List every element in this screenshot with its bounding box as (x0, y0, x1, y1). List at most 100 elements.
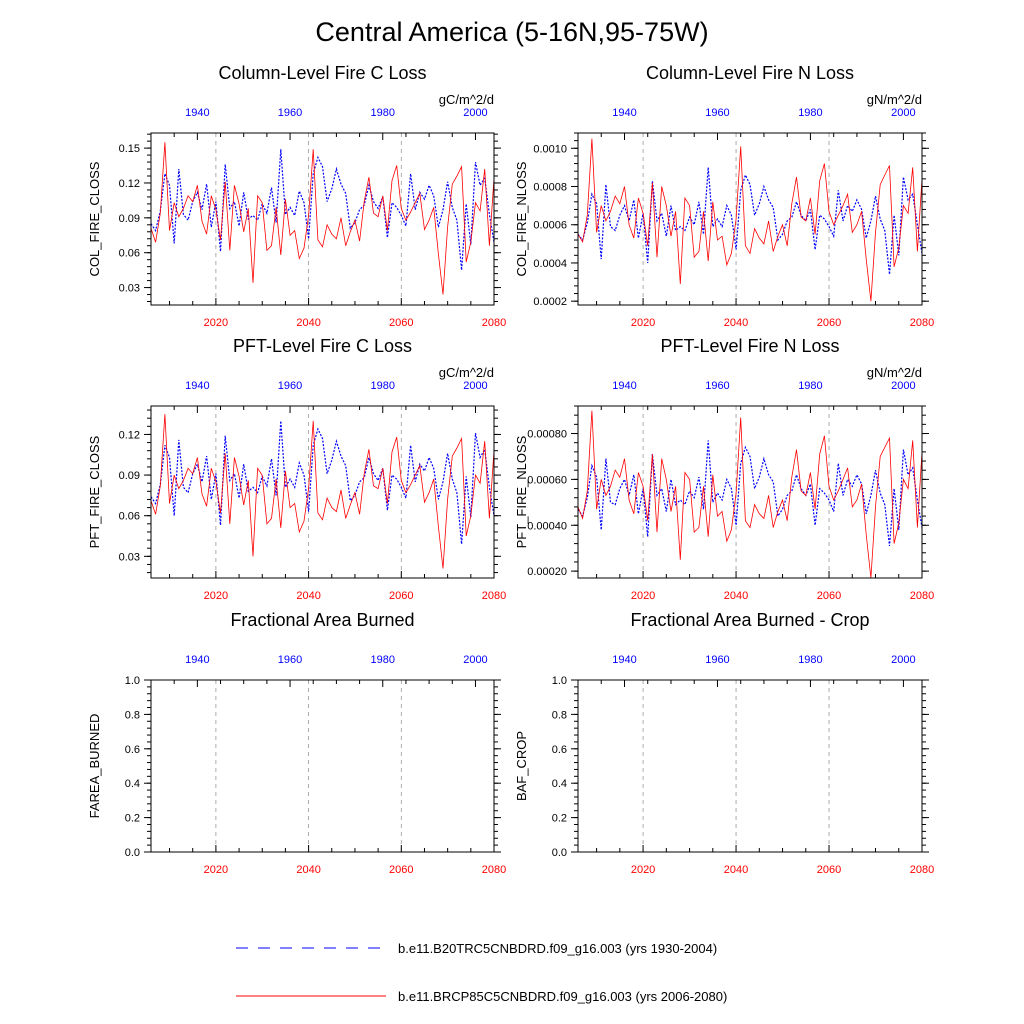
bottom-tick-label: 2020 (631, 864, 655, 876)
y-tick-label: 0.6 (552, 744, 567, 756)
y-tick-label: 0.00080 (527, 429, 567, 441)
y-tick-label: 0.0008 (533, 182, 567, 194)
top-tick-label: 1980 (798, 380, 822, 392)
y-tick-label: 0.15 (119, 143, 140, 155)
top-tick-label: 2000 (891, 654, 915, 666)
bottom-tick-label: 2040 (296, 317, 320, 329)
bottom-tick-label: 2080 (482, 317, 506, 329)
panel-units: gC/m^2/d (439, 92, 494, 107)
plot-frame (150, 132, 495, 306)
bottom-tick-label: 2080 (910, 317, 934, 329)
panel-units: gN/m^2/d (867, 365, 922, 380)
top-tick-label: 1940 (185, 107, 209, 119)
top-tick-label: 1940 (612, 380, 636, 392)
y-tick-label: 0.4 (125, 778, 140, 790)
bottom-tick-label: 2040 (296, 590, 320, 602)
top-tick-label: 1940 (612, 654, 636, 666)
bottom-tick-label: 2020 (204, 864, 228, 876)
series-line-future (577, 410, 923, 579)
panel-p4: PFT-Level Fire N Loss gN/m^2/d 0.00020 0.00… (514, 336, 934, 602)
legend-historical-label: b.e11.B20TRC5CNBDRD.f09_g16.003 (yrs 193… (398, 941, 717, 956)
bottom-tick-label: 2060 (817, 590, 841, 602)
series-line-future (577, 138, 923, 302)
panel-title: Fractional Area Burned - Crop (630, 610, 869, 630)
y-tick-label: 0.03 (119, 283, 140, 295)
top-tick-label: 1960 (278, 380, 302, 392)
bottom-tick-label: 2080 (482, 590, 506, 602)
y-axis-label: PFT_FIRE_CLOSS (87, 435, 102, 548)
y-tick-label: 0.12 (119, 429, 140, 441)
top-tick-label: 1960 (705, 654, 729, 666)
panel-p2: Column-Level Fire N Loss gN/m^2/d 0.0002 0.… (514, 63, 934, 329)
top-tick-label: 1960 (705, 107, 729, 119)
y-tick-label: 0.00040 (527, 520, 567, 532)
plot-frame (577, 679, 923, 853)
y-tick-label: 0.0004 (533, 258, 567, 270)
bottom-tick-label: 2020 (204, 590, 228, 602)
bottom-tick-label: 2060 (389, 590, 413, 602)
top-tick-label: 2000 (891, 380, 915, 392)
top-tick-label: 2000 (463, 107, 487, 119)
top-tick-label: 1980 (371, 380, 395, 392)
y-tick-label: 0.0 (125, 847, 140, 859)
y-tick-label: 0.0010 (533, 143, 567, 155)
y-tick-label: 0.8 (552, 709, 567, 721)
panels: Column-Level Fire C Loss gC/m^2/d 0.03 0.06… (87, 63, 934, 876)
series-line-future (150, 142, 495, 295)
y-tick-label: 0.03 (119, 551, 140, 563)
top-tick-label: 2000 (463, 380, 487, 392)
panel-title: Fractional Area Burned (230, 610, 414, 630)
bottom-tick-label: 2060 (389, 317, 413, 329)
panel-p3: PFT-Level Fire C Loss gC/m^2/d 0.03 0.06 0.0… (87, 336, 506, 602)
top-tick-label: 2000 (463, 654, 487, 666)
y-tick-label: 0.12 (119, 178, 140, 190)
y-tick-label: 0.09 (119, 213, 140, 225)
y-tick-label: 0.09 (119, 470, 140, 482)
top-tick-label: 2000 (891, 107, 915, 119)
series-line-historical (150, 149, 495, 271)
y-tick-label: 0.06 (119, 248, 140, 260)
panel-units: gC/m^2/d (439, 365, 494, 380)
panel-title: Column-Level Fire C Loss (218, 63, 426, 83)
legend-future-label: b.e11.BRCP85C5CNBDRD.f09_g16.003 (yrs 20… (398, 989, 727, 1004)
y-axis-label: FAREA_BURNED (87, 714, 102, 819)
top-tick-label: 1960 (278, 107, 302, 119)
y-tick-label: 0.2 (552, 813, 567, 825)
y-tick-label: 0.0 (552, 847, 567, 859)
panel-p6: Fractional Area Burned - Crop 0.0 0.2 0.4 0.… (514, 610, 934, 876)
y-tick-label: 0.00060 (527, 474, 567, 486)
series-line-historical (577, 440, 923, 546)
panel-p1: Column-Level Fire C Loss gC/m^2/d 0.03 0.06… (87, 63, 506, 329)
y-tick-label: 1.0 (125, 675, 140, 687)
panel-p5: Fractional Area Burned 0.0 0.2 0.4 0.6 0.8 1.0… (87, 610, 506, 876)
top-tick-label: 1940 (185, 380, 209, 392)
bottom-tick-label: 2020 (204, 317, 228, 329)
top-tick-label: 1980 (798, 107, 822, 119)
y-tick-label: 0.2 (125, 813, 140, 825)
bottom-tick-label: 2040 (724, 864, 748, 876)
figure-title: Central America (5-16N,95-75W) (315, 17, 708, 47)
y-axis-label: BAF_CROP (514, 731, 529, 801)
y-tick-label: 0.0002 (533, 296, 567, 308)
plot-frame (577, 132, 923, 306)
bottom-tick-label: 2080 (482, 864, 506, 876)
y-tick-label: 0.0006 (533, 220, 567, 232)
bottom-tick-label: 2080 (910, 590, 934, 602)
top-tick-label: 1980 (798, 654, 822, 666)
bottom-tick-label: 2060 (817, 864, 841, 876)
top-tick-label: 1940 (612, 107, 636, 119)
y-tick-label: 1.0 (552, 675, 567, 687)
y-tick-label: 0.06 (119, 511, 140, 523)
series-line-historical (577, 167, 923, 275)
bottom-tick-label: 2060 (389, 864, 413, 876)
y-axis-label: COL_FIRE_CLOSS (87, 161, 102, 276)
plot-frame (150, 679, 495, 853)
panel-title: PFT-Level Fire N Loss (660, 336, 839, 356)
series-line-future (150, 414, 495, 569)
y-tick-label: 0.6 (125, 744, 140, 756)
top-tick-label: 1960 (278, 654, 302, 666)
top-tick-label: 1980 (371, 107, 395, 119)
y-tick-label: 0.00020 (527, 566, 567, 578)
bottom-tick-label: 2020 (631, 590, 655, 602)
